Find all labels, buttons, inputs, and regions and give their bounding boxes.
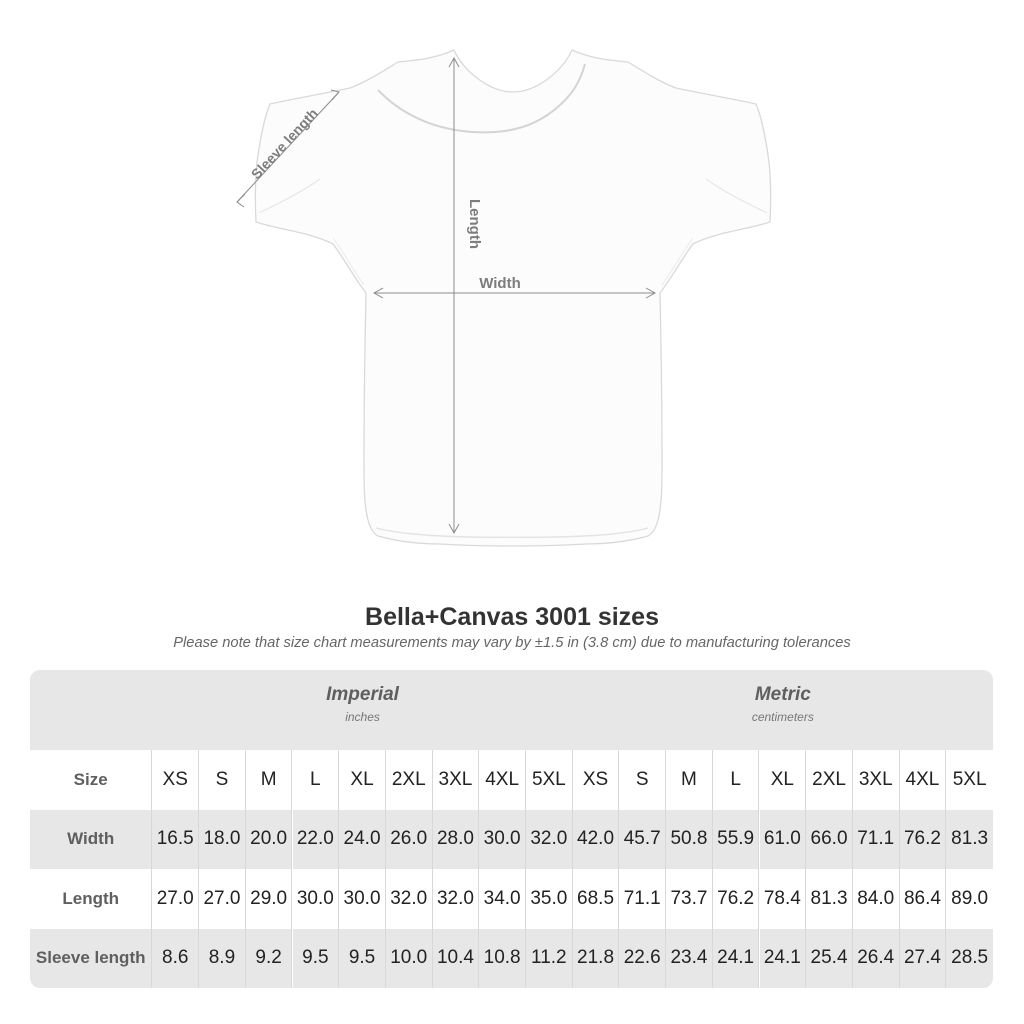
svg-text:Width: Width [479, 275, 521, 292]
svg-text:Length: Length [466, 199, 483, 249]
